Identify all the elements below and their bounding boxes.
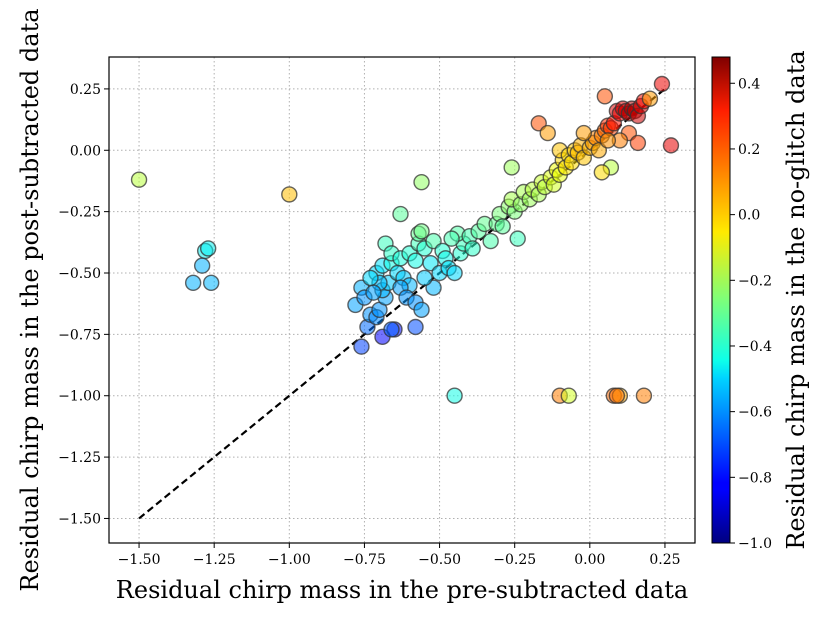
data-point: [593, 164, 611, 181]
x-tick-label: −0.25: [493, 552, 536, 568]
colorbar-tick-label: −0.8: [738, 470, 772, 486]
x-tick-label: 0.25: [649, 552, 680, 568]
data-point: [353, 338, 370, 355]
data-point: [130, 171, 148, 188]
y-axis-label: Residual chirp mass in the post-subtract…: [16, 8, 44, 591]
y-tick-label: 0.25: [70, 82, 101, 98]
data-point: [281, 186, 298, 203]
data-point: [407, 318, 424, 336]
data-point: [443, 230, 460, 247]
data-point: [413, 301, 430, 319]
y-tick-label: −1.00: [58, 389, 101, 405]
y-tick-label: −0.50: [58, 266, 101, 282]
data-point: [494, 218, 511, 235]
data-point: [464, 240, 481, 257]
data-point: [653, 75, 671, 93]
colorbar-tick-label: −0.2: [738, 273, 772, 289]
data-point: [392, 205, 409, 223]
y-axis-ticks: −1.50 −1.25 −1.00 −0.75 −0.50 −0.25 0.00 0.25: [58, 82, 109, 527]
colorbar-tick-label: −0.4: [738, 339, 772, 355]
x-axis-ticks: −1.50 −1.25 −1.00 −0.75 −0.50 −0.25 0.00 0.25: [118, 543, 681, 568]
data-point: [184, 274, 202, 292]
data-point: [202, 274, 220, 292]
data-point: [662, 137, 680, 154]
data-point: [629, 134, 647, 152]
data-point: [482, 232, 499, 250]
data-point: [635, 387, 653, 404]
data-point: [509, 230, 526, 247]
data-point: [413, 223, 430, 240]
y-tick-label: −1.25: [58, 450, 101, 466]
y-tick-label: −0.75: [58, 327, 101, 343]
data-point: [641, 90, 659, 107]
x-axis-label: Residual chirp mass in the pre-subtracte…: [116, 576, 688, 604]
data-point: [199, 240, 217, 257]
data-points: [130, 75, 680, 404]
data-point: [599, 132, 617, 149]
data-point: [596, 88, 614, 105]
data-point: [446, 387, 463, 404]
colorbar-tick-label: −1.0: [738, 536, 772, 552]
data-point: [608, 387, 626, 404]
data-point: [503, 159, 520, 176]
colorbar-label: Residual chirp mass in the no-glitch dat…: [782, 50, 810, 549]
x-tick-label: 0.00: [574, 552, 605, 568]
x-tick-label: −1.25: [193, 552, 236, 568]
colorbar-ticks: −1.0 −0.8 −0.6 −0.4 −0.2 0.0 0.2 0.4: [730, 76, 772, 552]
x-tick-label: −0.50: [418, 552, 461, 568]
colorbar-tick-label: −0.6: [738, 405, 772, 421]
data-point: [365, 284, 382, 301]
plot-frame: [108, 56, 696, 544]
data-point: [446, 264, 463, 282]
y-tick-label: −1.50: [58, 511, 101, 527]
x-tick-label: −0.75: [343, 552, 386, 568]
data-point: [539, 124, 556, 142]
y-tick-label: −0.25: [58, 205, 101, 221]
data-point: [575, 124, 593, 142]
colorbar-tick-label: 0.4: [738, 76, 760, 92]
colorbar-tick-label: 0.0: [738, 208, 760, 224]
data-point: [193, 257, 211, 274]
data-point: [416, 269, 433, 287]
data-point: [383, 321, 400, 338]
data-point: [362, 269, 379, 287]
x-tick-label: −1.00: [268, 552, 311, 568]
colorbar: [711, 56, 731, 544]
x-tick-label: −1.50: [118, 552, 161, 568]
colorbar-tick-label: 0.2: [738, 142, 760, 158]
y-tick-label: 0.00: [70, 143, 101, 159]
data-point: [413, 173, 430, 191]
data-point: [560, 387, 577, 404]
